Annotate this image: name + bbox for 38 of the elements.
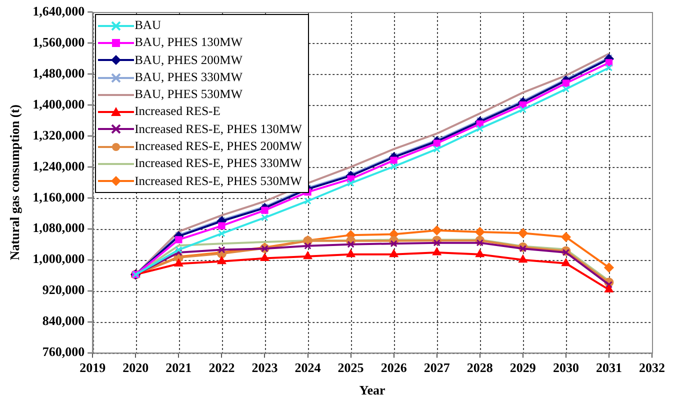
y-tick-label: 920,000 (42, 282, 85, 298)
x-tick-label: 2021 (166, 360, 192, 375)
x-tick-label: 2019 (80, 360, 106, 375)
legend-label: Increased RES-E, PHES 130MW (134, 120, 302, 138)
x-tick-label: 2020 (122, 360, 149, 375)
y-tick-label: 1,560,000 (32, 34, 85, 50)
x-tick-label: 2032 (639, 360, 665, 375)
x-tick-label: 2023 (252, 360, 278, 375)
y-tick-label: 1,640,000 (32, 3, 85, 18)
y-tick-label: 760,000 (42, 344, 85, 360)
y-tick-label: 1,480,000 (32, 65, 85, 80)
y-tick-label: 1,400,000 (32, 96, 85, 112)
y-tick-label: 1,000,000 (32, 251, 85, 266)
x-tick-label: 2029 (510, 360, 536, 375)
x-axis-title: Year (359, 382, 386, 398)
x-tick-label: 2025 (338, 360, 364, 375)
y-tick-label: 840,000 (42, 313, 85, 328)
x-tick-label: 2028 (466, 360, 494, 375)
legend-label: BAU, PHES 200MW (134, 52, 243, 69)
x-tick-label: 2027 (424, 360, 450, 375)
legend-label: BAU, PHES 330MW (134, 68, 243, 86)
legend-label: Increased RES-E (134, 103, 220, 120)
x-tick-label: 2024 (294, 360, 322, 375)
legend-label: BAU, PHES 130MW (134, 34, 243, 52)
x-tick-label: 2026 (380, 360, 408, 375)
x-tick-label: 2030 (552, 360, 579, 375)
legend-label: Increased RES-E, PHES 330MW (134, 155, 302, 172)
legend-label: BAU (134, 17, 161, 34)
legend-label: Increased RES-E, PHES 530MW (134, 172, 302, 190)
legend-label: Increased RES-E, PHES 200MW (134, 138, 302, 156)
x-tick-label: 2031 (596, 360, 622, 375)
x-tick-label: 2022 (208, 360, 235, 375)
y-tick-label: 1,080,000 (32, 220, 85, 236)
legend-label: BAU, PHES 530MW (134, 86, 243, 104)
y-tick-label: 1,160,000 (32, 189, 85, 204)
y-axis-title: Natural gas consumption (t) (7, 104, 22, 260)
y-tick-label: 1,240,000 (32, 158, 85, 174)
y-tick-label: 1,320,000 (32, 127, 85, 142)
